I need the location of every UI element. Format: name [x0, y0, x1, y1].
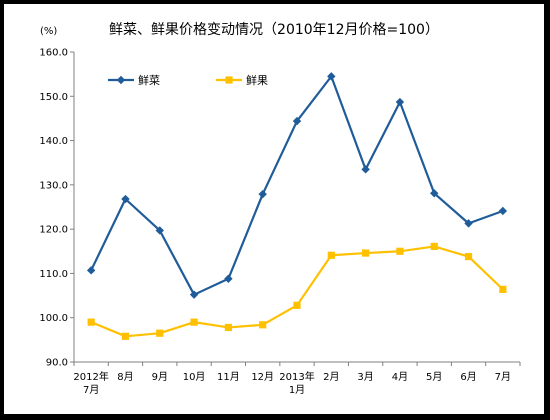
x-tick-label: 7月: [83, 384, 99, 396]
series-1: [86, 72, 508, 299]
y-tick-label: 120.0: [39, 225, 68, 236]
y-tick-label: 150.0: [39, 92, 68, 103]
data-point: [259, 321, 267, 329]
series-layer: [86, 72, 508, 340]
data-point: [121, 332, 130, 340]
y-tick-label: 130.0: [39, 180, 68, 191]
series-line: [90, 75, 504, 296]
y-tick-label: 100.0: [39, 313, 68, 324]
data-point: [395, 97, 405, 107]
data-point: [189, 290, 199, 299]
data-point: [362, 249, 370, 257]
x-tick-label: 8月: [117, 371, 133, 383]
line-chart: 鲜菜、鲜果价格变动情况（2010年12月价格=100） (%) 160.0 150…: [39, 22, 521, 396]
data-point: [155, 226, 164, 235]
legend-marker: [116, 75, 126, 85]
x-tick-label: 12月: [251, 371, 274, 383]
series-line: [90, 245, 504, 338]
legend-entry: 鲜菜: [108, 73, 160, 87]
data-point: [87, 318, 95, 326]
x-tick-label: 6月: [460, 371, 476, 383]
data-point: [498, 206, 508, 216]
legend-marker: [225, 76, 233, 84]
data-point: [327, 251, 335, 259]
x-tick-label: 7月: [495, 371, 511, 383]
y-tick-labels: 160.0 150.0 140.0 130.0 120.0 110.0 100.0 90.0: [39, 48, 68, 369]
data-point: [121, 194, 130, 204]
y-tick-label: 140.0: [39, 136, 68, 147]
x-tick-label: 2013年: [279, 370, 314, 383]
data-point: [293, 301, 301, 309]
y-tick-label: 160.0: [39, 48, 68, 59]
data-point: [361, 165, 370, 174]
x-tick-label: 2月: [323, 371, 339, 383]
data-point: [224, 274, 233, 283]
x-tick-label: 9月: [152, 371, 168, 383]
data-point: [430, 189, 439, 198]
x-tick-label: 10月: [183, 371, 206, 383]
data-point: [224, 323, 232, 332]
chart-title: 鲜菜、鲜果价格变动情况（2010年12月价格=100）: [109, 22, 439, 38]
y-axis-unit-label: (%): [40, 26, 57, 37]
data-point: [292, 116, 302, 126]
chart-frame: 鲜菜、鲜果价格变动情况（2010年12月价格=100） (%) 160.0 150…: [4, 4, 544, 414]
x-tick-label: 2012年: [73, 370, 108, 383]
x-tick-label: 4月: [392, 371, 408, 383]
data-point: [156, 329, 164, 337]
data-point: [190, 318, 198, 326]
data-point: [464, 253, 473, 261]
y-tick-label: 110.0: [39, 269, 68, 280]
data-point: [396, 247, 404, 255]
data-point: [499, 285, 507, 293]
legend-label: 鲜果: [246, 73, 268, 87]
data-point: [430, 242, 438, 251]
legend-entry: 鲜果: [216, 73, 268, 87]
x-tick-label: 5月: [426, 371, 442, 383]
axes: [70, 51, 521, 366]
x-tick-label: 11月: [217, 371, 240, 383]
y-tick-label: 90.0: [46, 358, 68, 369]
legend-label: 鲜菜: [138, 73, 160, 87]
series-2: [87, 242, 507, 340]
data-point: [258, 189, 267, 199]
x-tick-label: 1月: [289, 384, 305, 396]
data-point: [86, 266, 96, 275]
x-tick-label: 3月: [357, 371, 373, 383]
legend: 鲜菜 鲜果: [108, 73, 268, 87]
data-point: [464, 219, 473, 228]
data-point: [327, 72, 336, 81]
